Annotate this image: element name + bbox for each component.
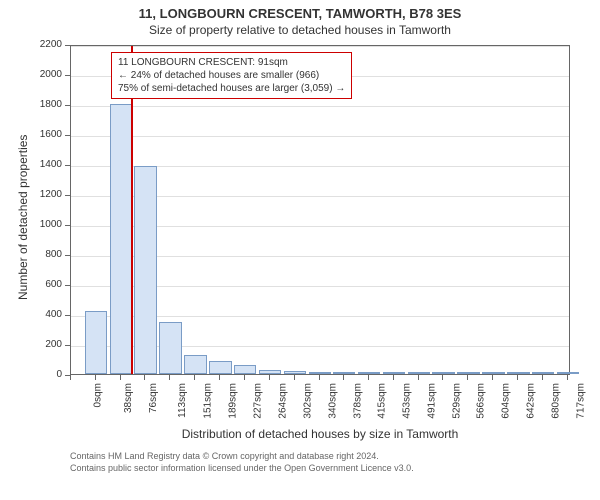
x-tick-mark: [492, 375, 493, 380]
annotation-line: 75% of semi-detached houses are larger (…: [118, 82, 345, 95]
chart-subtitle: Size of property relative to detached ho…: [0, 21, 600, 37]
histogram-bar: [482, 372, 504, 374]
y-tick-mark: [65, 135, 70, 136]
x-tick-label: 264sqm: [277, 383, 288, 419]
histogram-bar: [557, 372, 579, 374]
histogram-bar: [85, 311, 107, 374]
y-tick-mark: [65, 255, 70, 256]
x-tick-mark: [517, 375, 518, 380]
x-tick-mark: [144, 375, 145, 380]
x-tick-label: 340sqm: [327, 383, 338, 419]
x-tick-mark: [269, 375, 270, 380]
x-tick-label: 0sqm: [92, 383, 103, 407]
x-tick-label: 642sqm: [526, 383, 537, 419]
y-tick-mark: [65, 45, 70, 46]
x-tick-mark: [219, 375, 220, 380]
annotation-line: 11 LONGBOURN CRESCENT: 91sqm: [118, 56, 345, 69]
x-tick-mark: [442, 375, 443, 380]
x-tick-label: 680sqm: [551, 383, 562, 419]
y-gridline: [71, 136, 569, 137]
histogram-bar: [333, 372, 355, 374]
histogram-bar: [110, 104, 132, 374]
y-gridline: [71, 46, 569, 47]
histogram-bar: [532, 372, 554, 374]
y-tick-mark: [65, 165, 70, 166]
histogram-bar: [309, 372, 331, 374]
y-tick-mark: [65, 105, 70, 106]
histogram-bar: [209, 361, 231, 375]
y-tick-mark: [65, 285, 70, 286]
x-tick-label: 378sqm: [352, 383, 363, 419]
histogram-bar: [432, 372, 454, 374]
y-tick-mark: [65, 195, 70, 196]
x-tick-mark: [542, 375, 543, 380]
y-tick-label: 800: [30, 249, 62, 260]
histogram-bar: [259, 370, 281, 375]
x-tick-mark: [294, 375, 295, 380]
footer-line: Contains HM Land Registry data © Crown c…: [70, 451, 414, 463]
histogram-bar: [507, 372, 529, 374]
y-gridline: [71, 106, 569, 107]
histogram-bar: [284, 371, 306, 374]
x-tick-label: 529sqm: [452, 383, 463, 419]
x-tick-mark: [194, 375, 195, 380]
annotation-line: ← 24% of detached houses are smaller (96…: [118, 69, 345, 82]
x-tick-mark: [368, 375, 369, 380]
y-tick-label: 0: [30, 369, 62, 380]
histogram-bar: [134, 166, 156, 375]
x-tick-mark: [393, 375, 394, 380]
y-tick-mark: [65, 75, 70, 76]
histogram-bar: [358, 372, 380, 374]
y-tick-label: 1600: [30, 129, 62, 140]
histogram-bar: [159, 322, 181, 375]
x-tick-label: 76sqm: [148, 383, 159, 413]
y-tick-label: 600: [30, 279, 62, 290]
x-tick-label: 113sqm: [177, 383, 188, 418]
y-tick-label: 1000: [30, 219, 62, 230]
x-axis-label: Distribution of detached houses by size …: [70, 427, 570, 441]
y-axis-label: Number of detached properties: [16, 135, 30, 300]
x-tick-label: 415sqm: [377, 383, 388, 419]
x-tick-mark: [418, 375, 419, 380]
x-tick-mark: [343, 375, 344, 380]
x-tick-mark: [169, 375, 170, 380]
x-tick-mark: [567, 375, 568, 380]
chart-title: 11, LONGBOURN CRESCENT, TAMWORTH, B78 3E…: [0, 0, 600, 21]
x-tick-label: 566sqm: [476, 383, 487, 419]
y-tick-label: 2000: [30, 69, 62, 80]
x-tick-label: 491sqm: [427, 383, 438, 419]
footer-line: Contains public sector information licen…: [70, 463, 414, 475]
histogram-bar: [184, 355, 206, 375]
y-tick-mark: [65, 225, 70, 226]
x-tick-mark: [95, 375, 96, 380]
y-tick-label: 400: [30, 309, 62, 320]
x-tick-label: 453sqm: [402, 383, 413, 419]
y-tick-label: 1800: [30, 99, 62, 110]
x-tick-label: 604sqm: [501, 383, 512, 419]
y-tick-label: 1200: [30, 189, 62, 200]
x-tick-mark: [467, 375, 468, 380]
x-tick-mark: [244, 375, 245, 380]
x-tick-mark: [319, 375, 320, 380]
histogram-bar: [457, 372, 479, 374]
x-tick-mark: [120, 375, 121, 380]
histogram-bar: [383, 372, 405, 374]
histogram-bar: [234, 365, 256, 374]
plot-area: 11 LONGBOURN CRESCENT: 91sqm← 24% of det…: [70, 45, 570, 375]
y-tick-mark: [65, 315, 70, 316]
x-tick-label: 302sqm: [302, 383, 313, 419]
histogram-bar: [408, 372, 430, 374]
annotation-box: 11 LONGBOURN CRESCENT: 91sqm← 24% of det…: [111, 52, 352, 99]
y-tick-label: 2200: [30, 39, 62, 50]
x-tick-label: 227sqm: [253, 383, 264, 419]
y-tick-mark: [65, 345, 70, 346]
y-tick-label: 200: [30, 339, 62, 350]
x-tick-label: 717sqm: [575, 383, 586, 419]
x-tick-label: 189sqm: [228, 383, 239, 419]
footer-attribution: Contains HM Land Registry data © Crown c…: [70, 451, 414, 474]
x-tick-label: 151sqm: [203, 383, 214, 419]
x-tick-mark: [70, 375, 71, 380]
y-tick-label: 1400: [30, 159, 62, 170]
x-tick-label: 38sqm: [123, 383, 134, 413]
